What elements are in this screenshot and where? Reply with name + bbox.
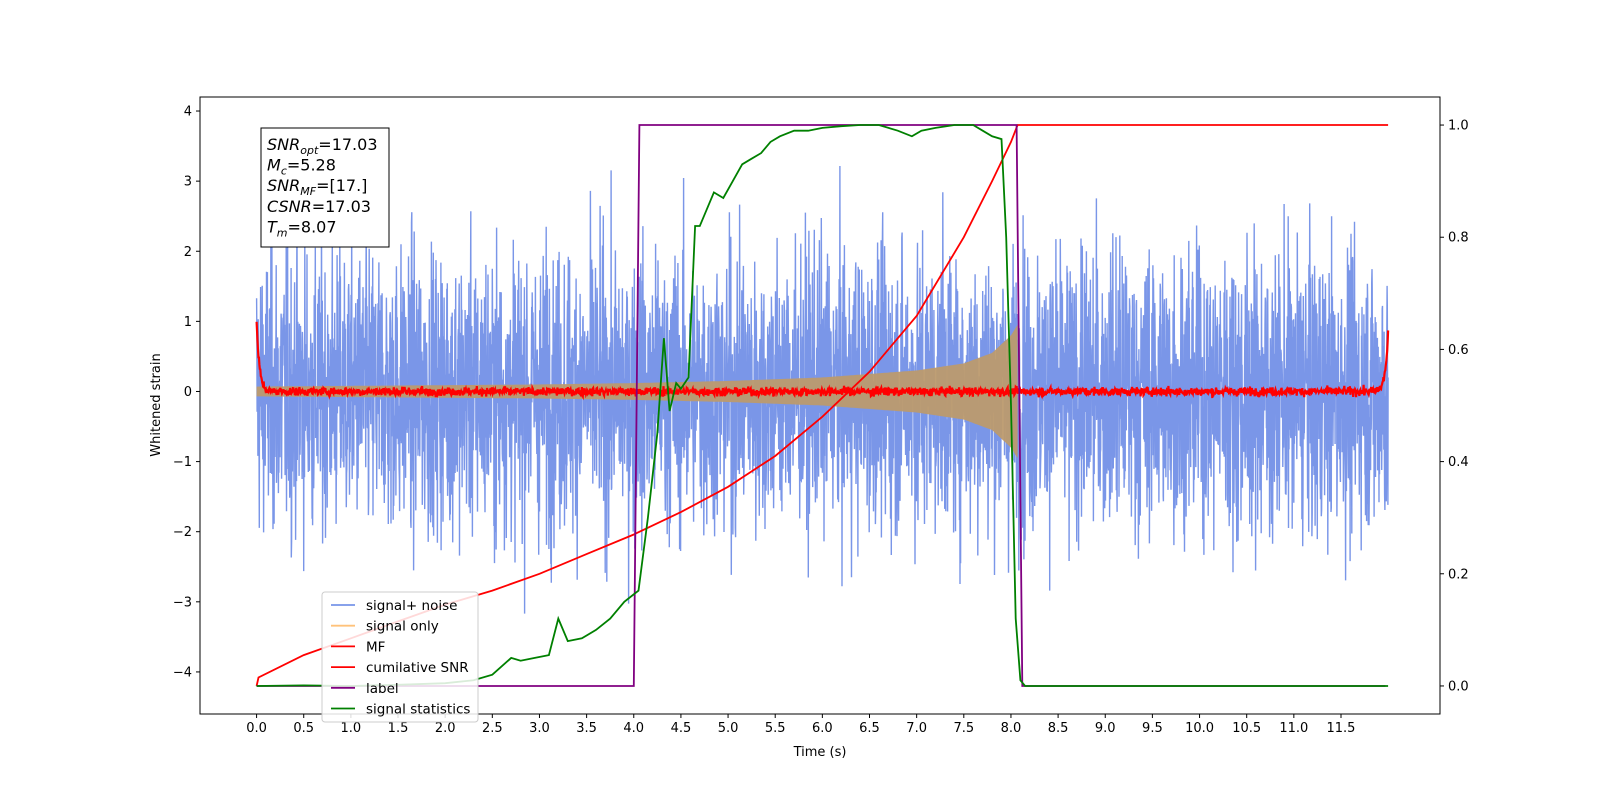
x-tick-label: 10.0 <box>1185 721 1214 736</box>
y-left-tick-label: 0 <box>184 385 192 400</box>
x-tick-label: 5.5 <box>765 721 786 736</box>
x-tick-label: 3.5 <box>576 721 597 736</box>
x-tick-label: 7.0 <box>906 721 927 736</box>
x-tick-label: 8.0 <box>1001 721 1022 736</box>
series-mf <box>255 321 1390 401</box>
x-tick-label: 2.5 <box>482 721 503 736</box>
y-right-tick-label: 0.6 <box>1448 343 1469 358</box>
x-tick-label: 1.0 <box>341 721 362 736</box>
series-signal-noise <box>255 165 1389 614</box>
legend-frame <box>321 591 479 723</box>
y-right-tick-label: 1.0 <box>1448 119 1469 134</box>
y-right-tick-label: 0.0 <box>1448 679 1469 694</box>
y-left-tick-label: −1 <box>173 455 192 470</box>
x-tick-label: 9.0 <box>1095 721 1116 736</box>
x-tick-label: 1.5 <box>388 721 409 736</box>
info-box-line: SNRMF=[17.] <box>267 176 367 198</box>
x-tick-label: 0.5 <box>293 721 314 736</box>
x-tick-label: 5.0 <box>718 721 739 736</box>
legend-label: MF <box>366 639 385 655</box>
x-tick-label: 4.0 <box>623 721 644 736</box>
x-tick-label: 6.0 <box>812 721 833 736</box>
legend-label: label <box>366 681 399 697</box>
y-left-tick-label: 2 <box>184 245 192 260</box>
y-right-tick-label: 0.4 <box>1448 455 1469 470</box>
axes-frame <box>199 96 1441 715</box>
info-box: SNRopt=17.03Mc=5.28SNRMF=[17.]CSNR=17.03… <box>260 127 390 248</box>
info-box-line: Mc=5.28 <box>267 156 336 178</box>
x-tick-label: 2.0 <box>435 721 456 736</box>
x-tick-label: 10.5 <box>1232 721 1261 736</box>
y-axis-left-ticks: 4 3 2 1 0 −1 −2 −3 −4 <box>173 105 200 680</box>
series-signal-statistics <box>256 124 1389 687</box>
x-tick-label: 11.0 <box>1279 721 1308 736</box>
info-box-line: Tm=8.07 <box>267 217 337 239</box>
x-tick-label: 4.5 <box>671 721 692 736</box>
y-left-tick-label: −4 <box>173 665 192 680</box>
x-tick-label: 9.5 <box>1142 721 1163 736</box>
x-axis-ticks: 0.0 0.5 1.0 1.5 2.0 2.5 3.0 3.5 4.0 4.5 5.0 5.5 6.0 6… <box>246 714 1355 736</box>
legend-label: signal statistics <box>366 702 470 718</box>
info-box-line: CSNR=17.03 <box>267 197 371 216</box>
y-axis-label: Whitened strain <box>149 353 164 456</box>
y-right-tick-label: 0.2 <box>1448 567 1469 582</box>
info-box-line: SNRopt=17.03 <box>267 135 378 157</box>
legend-label: signal+ noise <box>366 598 457 614</box>
y-left-tick-label: −2 <box>173 525 192 540</box>
x-tick-label: 0.0 <box>246 721 267 736</box>
x-axis-label: Time (s) <box>793 745 847 760</box>
y-left-tick-label: −3 <box>173 595 192 610</box>
y-axis-right-ticks: 1.0 0.8 0.6 0.4 0.2 0.0 <box>1440 119 1469 694</box>
y-left-tick-label: 3 <box>184 175 192 190</box>
x-tick-label: 8.5 <box>1048 721 1069 736</box>
info-box-frame <box>260 127 390 248</box>
x-tick-label: 3.0 <box>529 721 550 736</box>
y-left-tick-label: 4 <box>184 105 192 120</box>
legend: signal+ noise signal only MF cumilative SNR… <box>321 591 479 723</box>
legend-label: cumilative SNR <box>366 660 469 676</box>
legend-label: signal only <box>366 619 439 635</box>
y-right-tick-label: 0.8 <box>1448 231 1469 246</box>
x-tick-label: 7.5 <box>953 721 974 736</box>
x-tick-label: 6.5 <box>859 721 880 736</box>
x-tick-label: 11.5 <box>1327 721 1356 736</box>
y-left-tick-label: 1 <box>184 315 192 330</box>
